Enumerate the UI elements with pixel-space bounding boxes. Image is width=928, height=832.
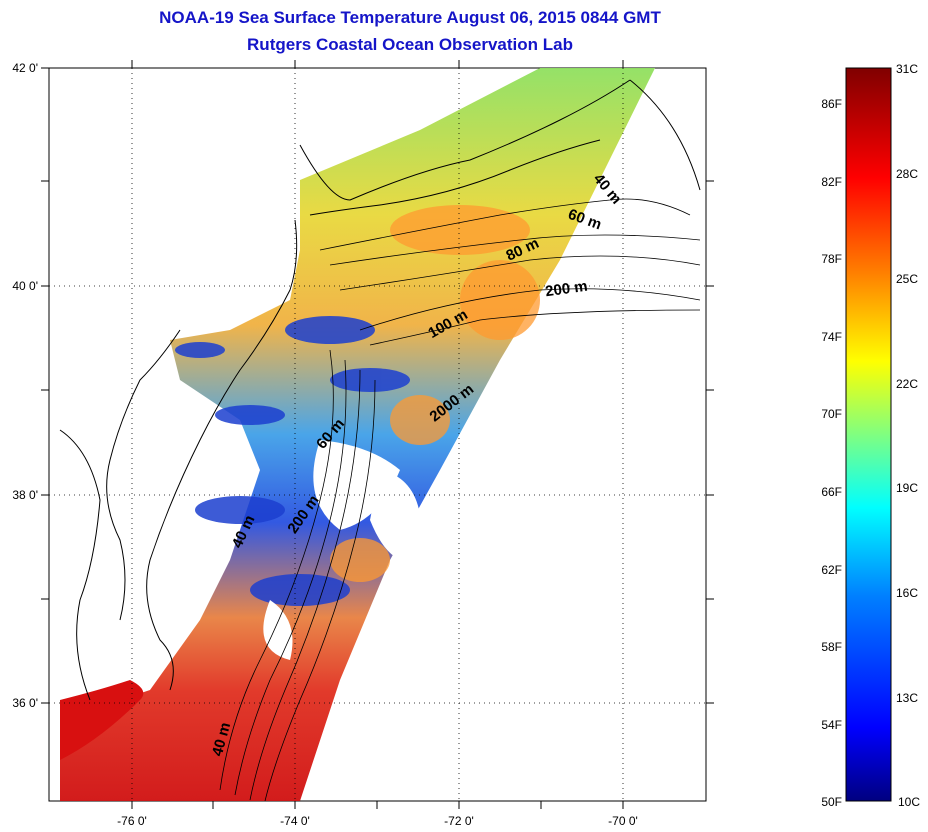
lon-label: -72 0' (444, 814, 474, 828)
fahrenheit-label: 74F (821, 330, 842, 344)
celsius-label: 31C (896, 62, 918, 76)
cold-patches (175, 316, 410, 606)
colorbar-celsius-labels: 31C 28C 25C 22C 19C 16C 13C 10C (896, 62, 920, 809)
lat-label: 36 0' (12, 696, 38, 710)
lat-label: 38 0' (12, 488, 38, 502)
lon-label: -74 0' (280, 814, 310, 828)
celsius-label: 22C (896, 377, 918, 391)
celsius-label: 19C (896, 481, 918, 495)
sound-warm (60, 680, 144, 760)
longitude-labels: -76 0' -74 0' -72 0' -70 0' (117, 814, 638, 828)
fahrenheit-label: 70F (821, 407, 842, 421)
fahrenheit-label: 50F (821, 795, 842, 809)
celsius-label: 16C (896, 586, 918, 600)
lat-label: 40 0' (12, 279, 38, 293)
colorbar-fahrenheit-labels: 86F 82F 78F 74F 70F 66F 62F 58F 54F 50F (821, 97, 842, 809)
fahrenheit-label: 58F (821, 640, 842, 654)
fahrenheit-label: 78F (821, 252, 842, 266)
cloud-gaps (263, 440, 422, 660)
fahrenheit-label: 66F (821, 485, 842, 499)
colorbar (845, 67, 892, 802)
bathymetry-contours (219, 198, 701, 801)
lat-label: 42 0' (12, 61, 38, 75)
coastline (59, 79, 701, 701)
lon-label: -76 0' (117, 814, 147, 828)
frame-ticks (41, 60, 714, 809)
map-subtitle: Rutgers Coastal Ocean Observation Lab (247, 35, 573, 54)
celsius-label: 13C (896, 691, 918, 705)
fahrenheit-label: 82F (821, 175, 842, 189)
graticule (49, 68, 706, 801)
fahrenheit-label: 54F (821, 718, 842, 732)
fahrenheit-label: 86F (821, 97, 842, 111)
celsius-label: 10C (898, 795, 920, 809)
map-title: NOAA-19 Sea Surface Temperature August 0… (159, 8, 661, 27)
contour-label: 200 m (544, 278, 588, 301)
celsius-label: 25C (896, 272, 918, 286)
latitude-labels: 42 0' 40 0' 38 0' 36 0' (12, 61, 38, 710)
sst-swath (60, 68, 655, 801)
fahrenheit-label: 62F (821, 563, 842, 577)
celsius-label: 28C (896, 167, 918, 181)
lon-label: -70 0' (608, 814, 638, 828)
